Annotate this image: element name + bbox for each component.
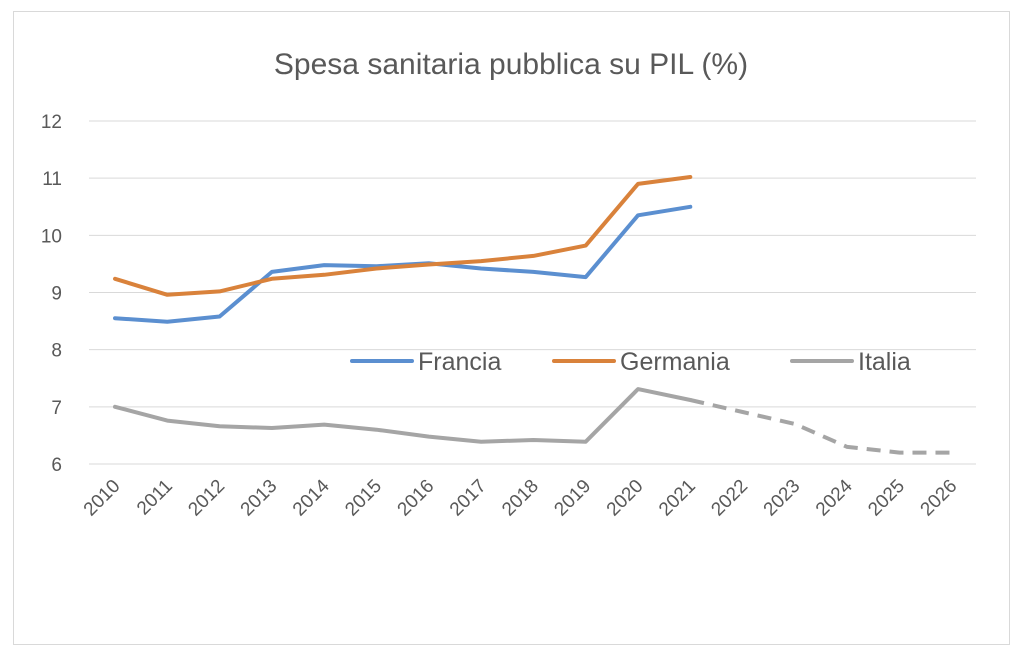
line-chart: Spesa sanitaria pubblica su PIL (%) 6 7 8 9…	[41, 48, 976, 520]
x-tick-label: 2016	[394, 476, 439, 521]
data-point-italia	[688, 398, 692, 402]
x-tick-label: 2026	[917, 476, 962, 521]
data-point-francia	[270, 270, 274, 274]
data-point-francia	[165, 320, 169, 324]
data-point-italia	[531, 438, 535, 442]
x-tick-label: 2019	[550, 476, 595, 521]
data-point-germania	[584, 244, 588, 248]
data-point-francia	[322, 263, 326, 267]
y-tick-label: 12	[41, 112, 62, 133]
y-tick-label: 7	[51, 398, 62, 419]
data-point-italia	[741, 410, 745, 414]
legend-label-francia: Francia	[418, 348, 501, 376]
x-tick-label: 2024	[812, 475, 857, 520]
data-point-italia	[270, 426, 274, 430]
data-point-germania	[531, 254, 535, 258]
data-point-italia	[898, 451, 902, 455]
data-point-italia	[636, 387, 640, 391]
data-point-francia	[479, 267, 483, 271]
data-point-francia	[584, 275, 588, 279]
data-point-italia	[950, 451, 954, 455]
data-point-italia	[584, 440, 588, 444]
data-point-italia	[479, 440, 483, 444]
x-axis-ticks: 2010 2011 2012 2013 2014 2015 2016 2017 2018 2019…	[80, 475, 962, 520]
chart-title: Spesa sanitaria pubblica su PIL (%)	[274, 48, 748, 81]
data-point-italia	[793, 422, 797, 426]
chart-frame: Spesa sanitaria pubblica su PIL (%) 6 7 8 9…	[13, 11, 1010, 645]
data-point-germania	[165, 293, 169, 297]
data-point-germania	[113, 277, 117, 281]
legend-label-germania: Germania	[620, 348, 730, 376]
data-point-germania	[322, 273, 326, 277]
y-tick-label: 8	[51, 341, 62, 362]
data-point-italia	[113, 405, 117, 409]
x-tick-label: 2023	[760, 476, 805, 521]
x-tick-label: 2021	[655, 476, 700, 521]
data-point-francia	[113, 316, 117, 320]
y-tick-label: 10	[41, 226, 62, 247]
data-point-germania	[636, 182, 640, 186]
x-tick-label: 2022	[707, 476, 752, 521]
data-point-italia	[165, 419, 169, 423]
gridlines	[89, 120, 976, 465]
series-line-italia-projection	[689, 398, 952, 455]
data-point-germania	[688, 175, 692, 179]
data-point-germania	[427, 263, 431, 267]
data-point-francia	[688, 205, 692, 209]
data-point-germania	[479, 259, 483, 263]
data-point-francia	[218, 315, 222, 319]
x-tick-label: 2012	[184, 476, 229, 521]
data-point-germania	[270, 277, 274, 281]
x-tick-label: 2011	[133, 476, 177, 520]
data-point-francia	[531, 270, 535, 274]
x-tick-label: 2013	[237, 476, 282, 521]
x-tick-label: 2025	[864, 476, 909, 521]
x-tick-label: 2014	[289, 475, 334, 520]
x-tick-label: 2018	[498, 476, 543, 521]
legend: Francia Germania Italia	[350, 348, 911, 376]
x-tick-label: 2017	[446, 476, 491, 521]
series-line-germania	[113, 175, 693, 297]
data-point-italia	[845, 445, 849, 449]
series-lines	[113, 175, 954, 455]
y-tick-label: 6	[51, 455, 62, 476]
data-point-italia	[322, 423, 326, 427]
legend-label-italia: Italia	[858, 348, 911, 376]
y-tick-label: 11	[42, 169, 62, 190]
y-tick-label: 9	[51, 284, 62, 305]
y-axis-ticks: 6 7 8 9 10 11 12	[41, 112, 62, 476]
x-tick-label: 2015	[341, 476, 386, 521]
data-point-germania	[218, 289, 222, 293]
data-point-francia	[636, 213, 640, 217]
data-point-italia	[375, 428, 379, 432]
series-line-italia	[113, 387, 693, 444]
data-point-italia	[427, 435, 431, 439]
data-point-italia	[218, 424, 222, 428]
x-tick-label: 2010	[80, 476, 125, 521]
data-point-germania	[375, 267, 379, 271]
x-tick-label: 2020	[603, 476, 648, 521]
